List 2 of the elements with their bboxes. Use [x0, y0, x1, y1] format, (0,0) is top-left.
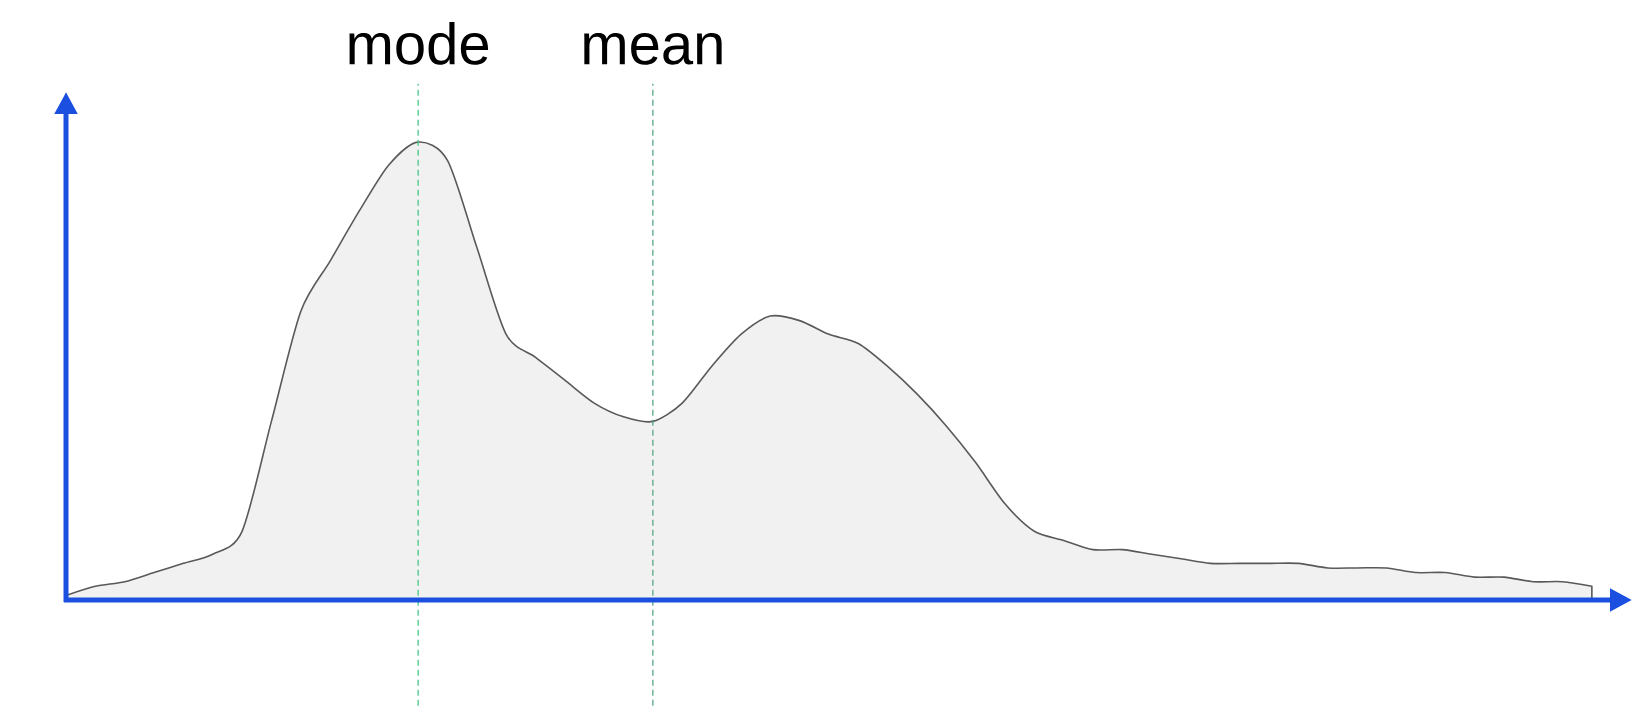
text: mode	[349, 22, 489, 65]
text: mean	[584, 32, 722, 65]
